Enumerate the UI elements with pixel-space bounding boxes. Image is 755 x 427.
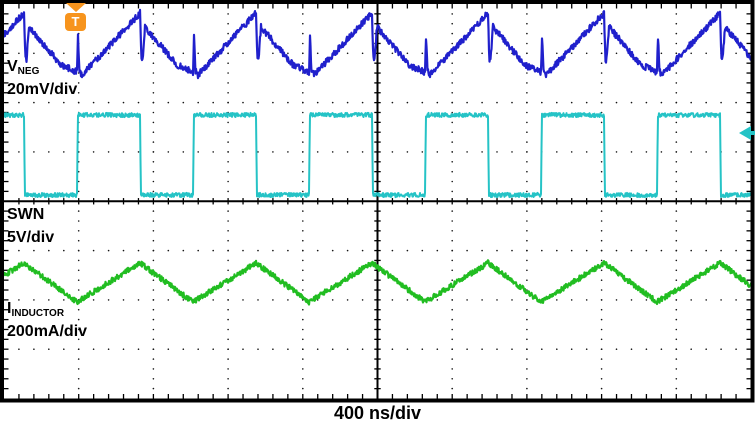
il-symbol: I <box>7 300 12 317</box>
il-subscript: INDUCTOR <box>11 308 65 319</box>
trace-v_neg <box>2 8 753 80</box>
tick-marks <box>4 4 751 399</box>
swn-level-arrow-tail <box>750 131 755 135</box>
il-scale: 200mA/div <box>7 323 88 340</box>
channel-label-swn: SWN 5V/div <box>7 206 54 247</box>
trace-swn <box>3 111 752 199</box>
channel-label-inductor: IINDUCTOR 200mA/div <box>7 300 87 341</box>
trigger-position-icon <box>66 3 86 12</box>
vneg-subscript: NEG <box>17 66 40 77</box>
vneg-scale: 20mV/div <box>7 81 78 98</box>
trace-i_inductor <box>2 259 753 306</box>
swn-scale: 5V/div <box>7 229 55 246</box>
swn-level-arrow-icon <box>739 126 751 140</box>
screen-border <box>0 0 755 403</box>
channel-label-vneg: VNEG 20mV/div <box>7 58 77 99</box>
swn-symbol: SWN <box>7 206 45 223</box>
trigger-badge: T <box>65 13 86 31</box>
vneg-symbol: V <box>7 58 18 75</box>
timebase-label: 400 ns/div <box>333 403 422 423</box>
